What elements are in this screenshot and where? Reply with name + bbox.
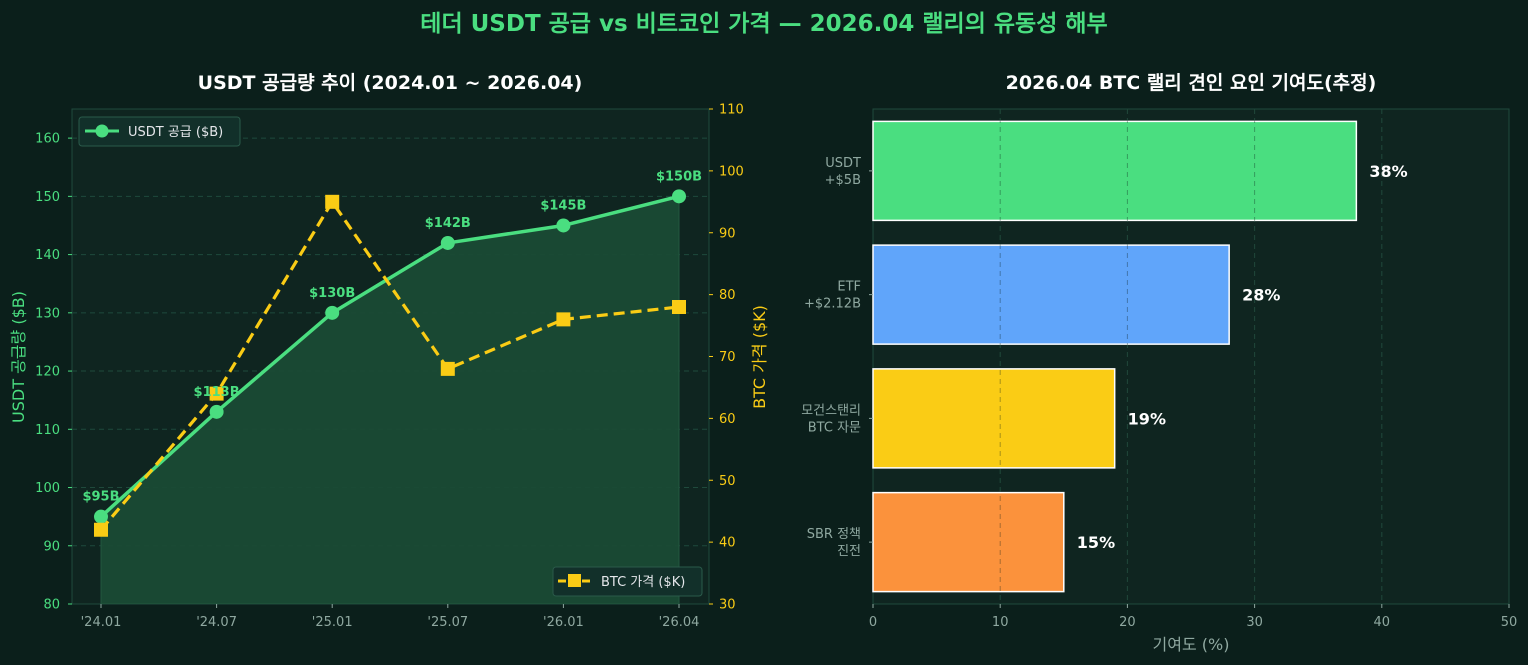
right-y-tick-label: 80: [719, 288, 736, 303]
left-y-tick-label: 110: [35, 423, 60, 438]
left-y-axis: 80 90 100 110 120 130 140 150 160: [35, 132, 72, 613]
left-y-tick-label: 130: [35, 306, 60, 321]
left-x-tick-label: '26.04: [659, 615, 700, 630]
right-x-tick-label: 20: [1119, 615, 1136, 630]
rally-factor-chart: 2026.04 BTC 랠리 견인 요인 기여도(추정) 38% 28% 19% 15…: [801, 72, 1517, 654]
usdt-point: [209, 404, 224, 419]
left-x-axis: '24.01 '24.07 '25.01 '25.07 '26.01 '26.04: [81, 604, 700, 630]
right-y-axis-label: BTC 가격 ($K): [750, 305, 769, 409]
category-label-line: 진전: [837, 544, 861, 559]
left-y-tick-label: 140: [35, 248, 60, 263]
usdt-point: [325, 305, 340, 320]
category-label-line: BTC 자문: [808, 420, 861, 435]
right-y-tick-label: 100: [719, 164, 744, 179]
right-y-tick-label: 90: [719, 226, 736, 241]
category-label-line: ETF: [837, 280, 861, 295]
left-x-tick-label: '24.07: [196, 615, 237, 630]
btc-point: [325, 194, 340, 209]
category-label-line: +$2.12B: [804, 297, 861, 312]
category-label: ETF +$2.12B: [804, 280, 861, 312]
factor-value-label: 15%: [1077, 533, 1115, 552]
left-y-axis-label: USDT 공급량 ($B): [9, 291, 28, 423]
left-y-tick-label: 120: [35, 365, 60, 380]
left-y-tick-label: 90: [43, 539, 60, 554]
right-y-tick-label: 110: [719, 103, 744, 118]
usdt-data-label: $113B: [194, 385, 240, 400]
left-y-tick-label: 150: [35, 190, 60, 205]
category-label: 모건스탠리 BTC 자문: [801, 403, 861, 435]
left-y-tick-label: 80: [43, 598, 60, 613]
legend-usdt-box: [78, 116, 241, 147]
factor-bar: [872, 120, 1358, 222]
right-x-tick-label: 50: [1501, 615, 1518, 630]
usdt-data-label: $95B: [82, 490, 119, 505]
category-label-line: USDT: [825, 156, 861, 171]
right-x-axis-label: 기여도 (%): [1153, 635, 1230, 654]
usdt-supply-chart: USDT 공급량 추이 (2024.01 ~ 2026.04) $95B $113…: [9, 72, 769, 630]
legend-usdt-marker-icon: [95, 124, 109, 138]
right-x-axis: 0 10 20 30 40 50: [869, 604, 1517, 630]
right-y-axis: 30 40 50 60 70 80 90 100 110: [709, 103, 744, 613]
right-y-tick-label: 70: [719, 350, 736, 365]
category-label-line: 모건스탠리: [801, 403, 861, 418]
category-label-line: +$5B: [825, 173, 861, 188]
legend-btc-label: BTC 가격 ($K): [601, 575, 685, 590]
usdt-point: [672, 189, 686, 204]
right-x-tick-label: 40: [1374, 615, 1391, 630]
right-x-tick-label: 30: [1246, 615, 1263, 630]
factor-bars: 38% 28% 19% 15%: [872, 109, 1408, 604]
figure-title: 테더 USDT 공급 vs 비트코인 가격 — 2026.04 랠리의 유동성 …: [420, 11, 1108, 37]
btc-point: [209, 386, 224, 401]
right-y-tick-label: 40: [719, 536, 736, 551]
usdt-point: [440, 235, 455, 250]
btc-line: [99, 200, 680, 531]
usdt-data-label: $145B: [540, 198, 586, 213]
usdt-series: [94, 189, 686, 524]
usdt-point: [556, 218, 571, 233]
left-x-tick-label: '24.01: [81, 615, 122, 630]
factor-value-label: 19%: [1128, 409, 1166, 428]
left-y-tick-label: 100: [35, 481, 60, 496]
legend-btc-box: [552, 566, 703, 597]
btc-point: [672, 300, 686, 314]
left-x-tick-label: '25.07: [427, 615, 468, 630]
factor-bar: [872, 491, 1065, 593]
right-y-tick-label: 60: [719, 412, 736, 427]
right-x-tick-label: 10: [992, 615, 1009, 630]
usdt-point: [94, 509, 108, 524]
factor-value-label: 38%: [1369, 162, 1407, 181]
btc-point: [94, 522, 108, 537]
right-y-tick-label: 30: [719, 598, 736, 613]
usdt-data-label: $150B: [656, 169, 702, 184]
usdt-line: [99, 194, 680, 518]
btc-series: [94, 194, 686, 537]
left-chart-title: USDT 공급량 추이 (2024.01 ~ 2026.04): [198, 72, 583, 94]
legend-btc-marker-icon: [568, 574, 581, 587]
left-y-tick-label: 160: [35, 132, 60, 147]
factor-value-label: 28%: [1242, 286, 1280, 305]
category-label: USDT +$5B: [825, 156, 861, 188]
usdt-data-label: $142B: [425, 216, 471, 231]
legend-usdt-label: USDT 공급 ($B): [128, 125, 223, 140]
legend-usdt: USDT 공급 ($B): [78, 116, 241, 147]
legend-btc: BTC 가격 ($K): [552, 566, 703, 597]
usdt-data-label: $130B: [309, 286, 355, 301]
right-chart-title: 2026.04 BTC 랠리 견인 요인 기여도(추정): [1006, 72, 1377, 94]
right-x-tick-label: 0: [869, 615, 877, 630]
usdt-data-labels: $95B $113B $130B $142B $145B $150B: [82, 169, 702, 504]
left-x-tick-label: '26.01: [543, 615, 584, 630]
factor-bar: [872, 244, 1230, 345]
right-y-tick-label: 50: [719, 474, 736, 489]
category-label-line: SBR 정책: [807, 527, 861, 542]
left-x-tick-label: '25.01: [312, 615, 353, 630]
btc-point: [440, 361, 455, 376]
factor-bar: [872, 368, 1116, 469]
btc-point: [556, 312, 571, 327]
